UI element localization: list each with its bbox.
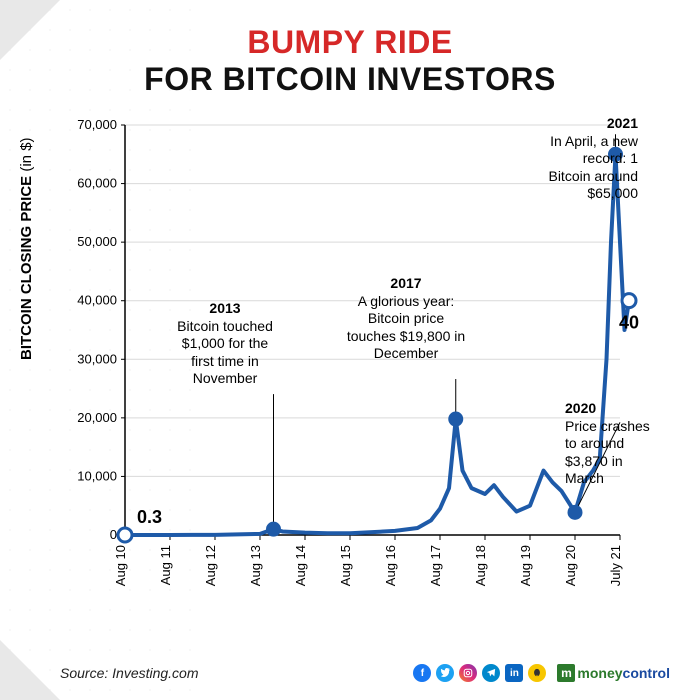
moneycontrol-logo[interactable]: mmoneycontrol: [557, 664, 670, 682]
svg-text:Aug 14: Aug 14: [293, 545, 308, 586]
instagram-icon[interactable]: [459, 664, 477, 682]
svg-text:0.3: 0.3: [137, 507, 162, 527]
svg-text:Aug 15: Aug 15: [338, 545, 353, 586]
svg-text:Aug 17: Aug 17: [428, 545, 443, 586]
title-line-2: FOR BITCOIN INVESTORS: [0, 61, 700, 98]
svg-text:Aug 12: Aug 12: [203, 545, 218, 586]
source-text: Source: Investing.com: [60, 665, 199, 681]
svg-text:July 21: July 21: [608, 545, 623, 586]
twitter-icon[interactable]: [436, 664, 454, 682]
svg-text:40,000: 40,000: [77, 293, 117, 308]
svg-text:Aug 11: Aug 11: [158, 545, 173, 585]
facebook-icon[interactable]: f: [413, 664, 431, 682]
svg-text:40,014: 40,014: [619, 313, 640, 333]
social-row: f in mmoneycontrol: [413, 664, 670, 682]
svg-text:Aug 20: Aug 20: [563, 545, 578, 586]
chart-title: BUMPY RIDE FOR BITCOIN INVESTORS: [0, 24, 700, 98]
y-axis-label: BITCOIN CLOSING PRICE (in $): [18, 137, 35, 360]
svg-text:50,000: 50,000: [77, 234, 117, 249]
annotation-2013: 2013 Bitcoin touched $1,000 for the firs…: [170, 300, 280, 388]
svg-text:Aug 18: Aug 18: [473, 545, 488, 586]
logo-box-icon: m: [557, 664, 575, 682]
y-axis-label-bold: BITCOIN CLOSING PRICE: [18, 176, 35, 360]
annotation-2020: 2020 Price crashes to around $3,870 in M…: [565, 400, 655, 488]
svg-text:30,000: 30,000: [77, 351, 117, 366]
svg-text:Aug 16: Aug 16: [383, 545, 398, 586]
svg-text:70,000: 70,000: [77, 117, 117, 132]
svg-text:Aug 19: Aug 19: [518, 545, 533, 586]
y-axis-label-thin: (in $): [18, 137, 35, 175]
footer: Source: Investing.com f in mmoneycontrol: [60, 664, 670, 682]
title-line-1: BUMPY RIDE: [0, 24, 700, 61]
svg-text:20,000: 20,000: [77, 410, 117, 425]
svg-text:0: 0: [110, 527, 117, 542]
svg-text:60,000: 60,000: [77, 176, 117, 191]
linkedin-icon[interactable]: in: [505, 664, 523, 682]
corner-decor-bl: [0, 640, 60, 700]
telegram-icon[interactable]: [482, 664, 500, 682]
svg-text:Aug 13: Aug 13: [248, 545, 263, 586]
koo-icon[interactable]: [528, 664, 546, 682]
svg-text:Aug 10: Aug 10: [113, 545, 128, 586]
annotation-2021: 2021 In April, a new record: 1 Bitcoin a…: [538, 115, 638, 203]
svg-text:10,000: 10,000: [77, 468, 117, 483]
annotation-2017: 2017 A glorious year: Bitcoin price touc…: [346, 275, 466, 363]
